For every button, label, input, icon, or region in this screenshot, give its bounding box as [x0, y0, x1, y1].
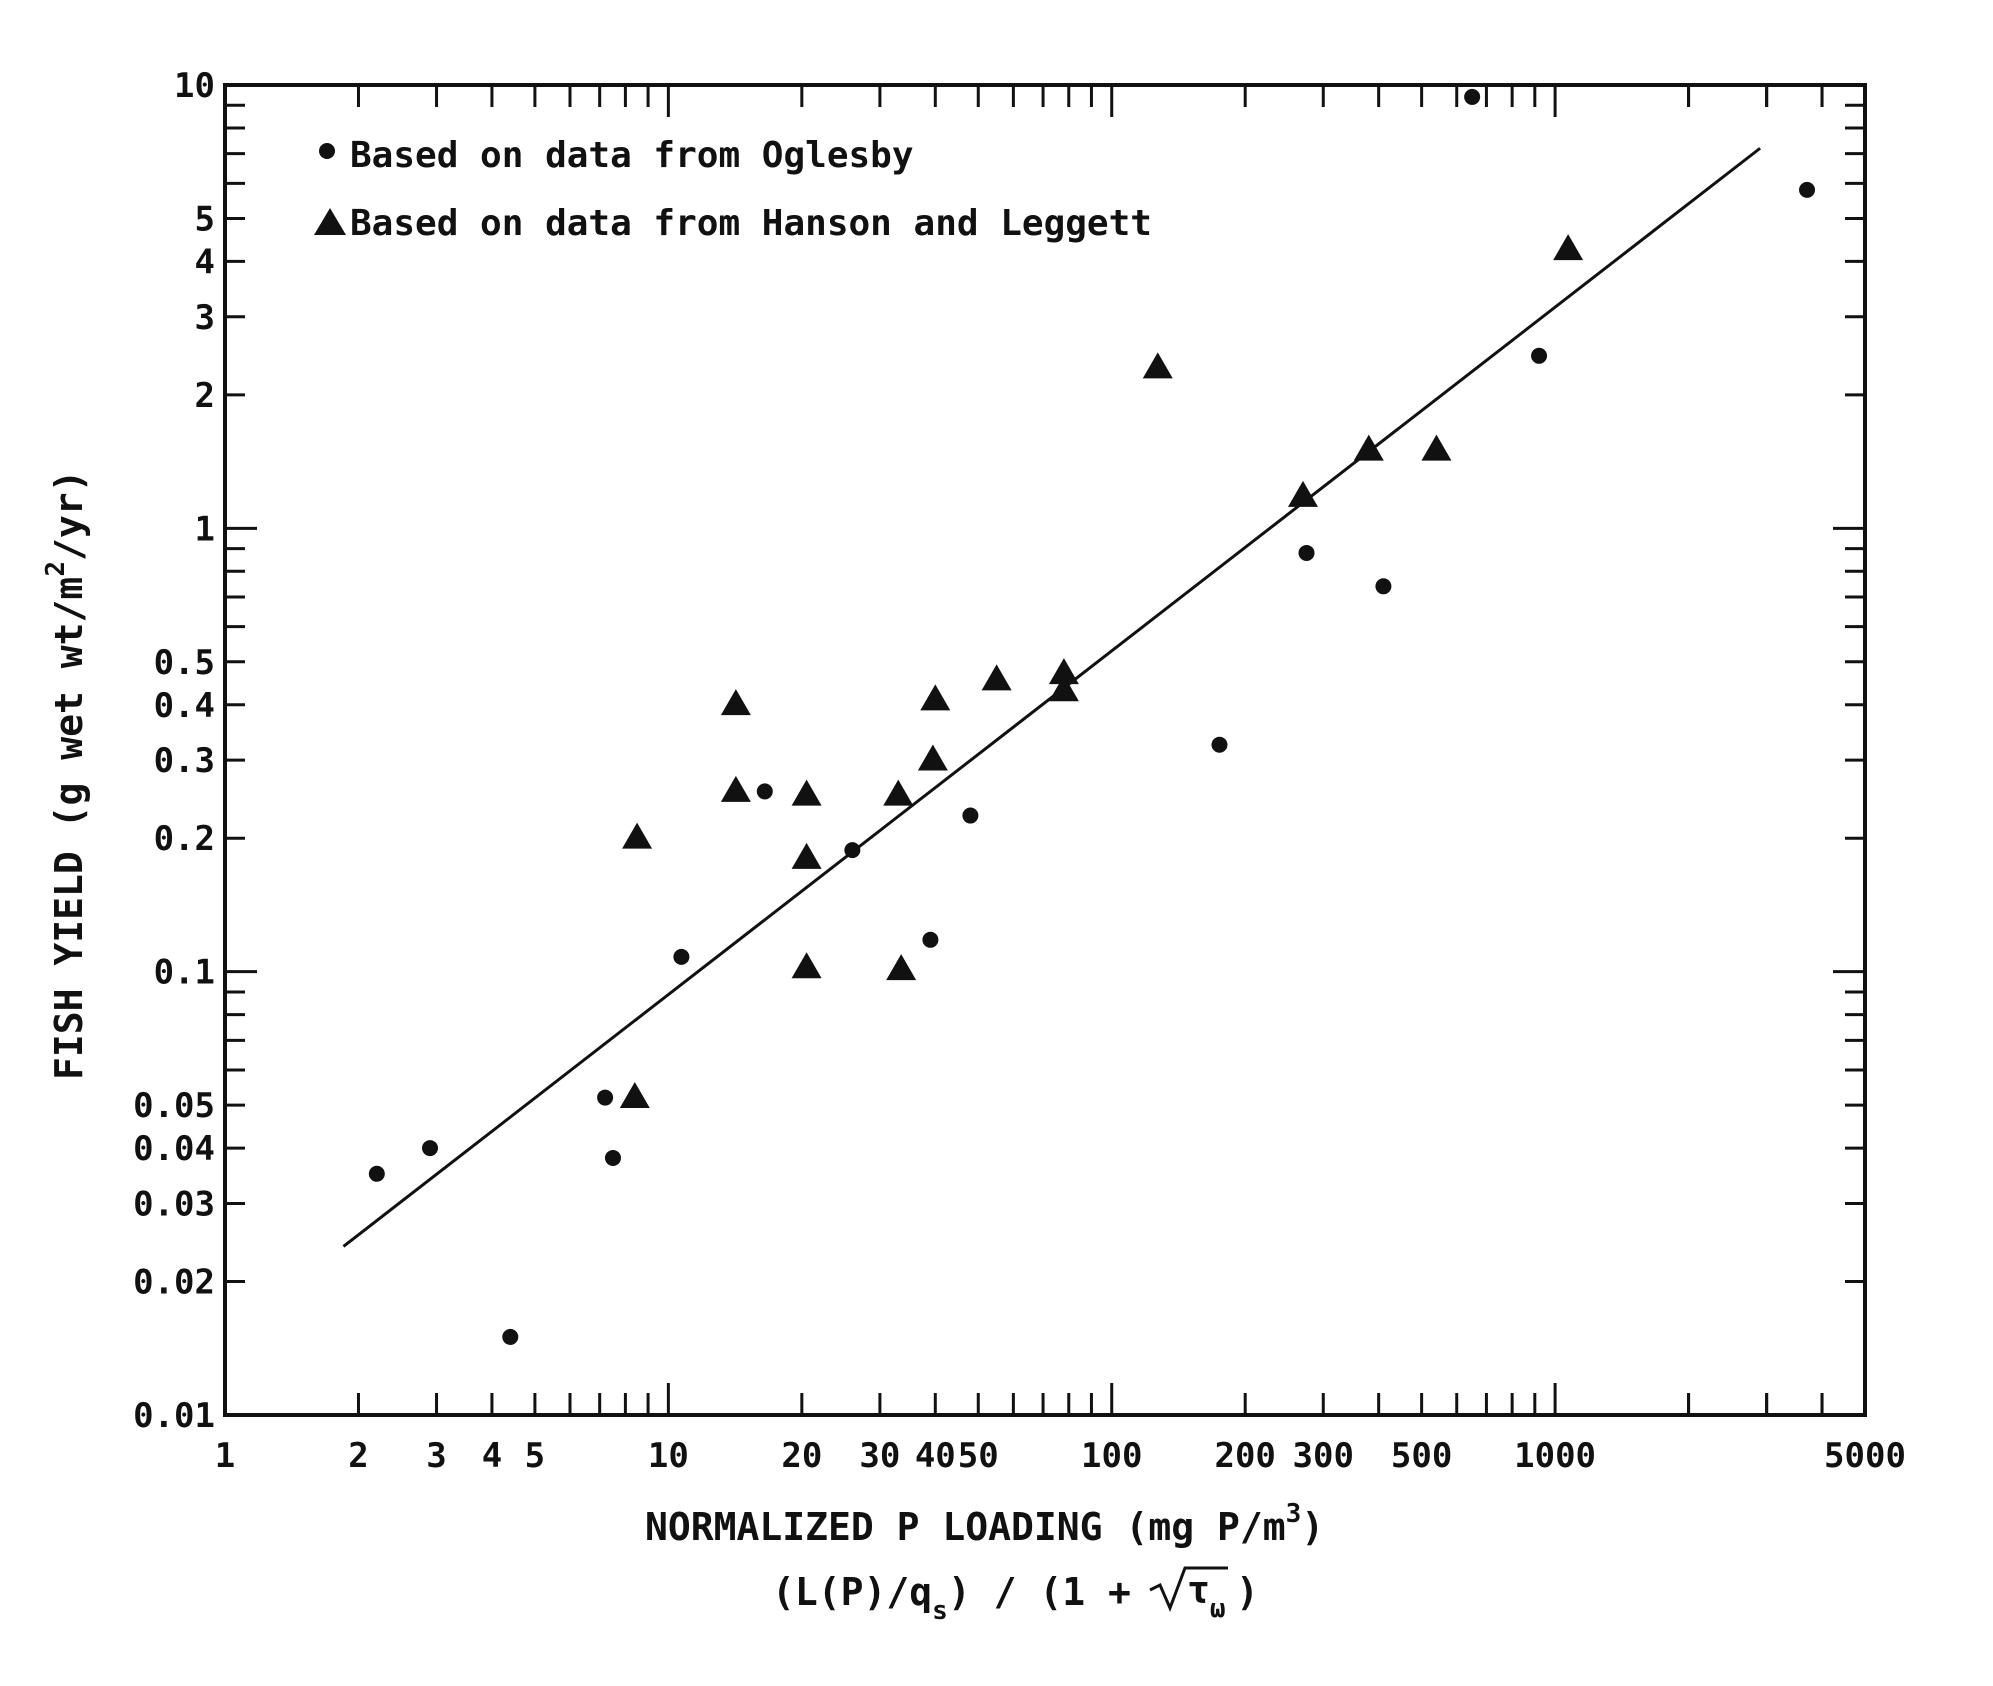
x-tick-label: 3	[426, 1436, 446, 1476]
x-tick-label: 200	[1214, 1436, 1275, 1476]
y-tick-label: 0.03	[133, 1184, 215, 1224]
y-tick-label: 0.02	[133, 1263, 215, 1303]
data-point-oglesby	[962, 807, 979, 824]
x-tick-label: 5000	[1824, 1436, 1906, 1476]
data-point-oglesby	[673, 948, 690, 965]
data-point-hanson-leggett	[791, 779, 822, 806]
data-point-hanson-leggett	[1421, 434, 1452, 461]
x-tick-label: 20	[781, 1436, 822, 1476]
x-axis-title-tau: τω	[1187, 1568, 1226, 1624]
data-point-hanson-leggett	[883, 779, 914, 806]
axis-tick-labels: 1 2 3 4 5 10 20 30 40 50 100 200 300 500 1000 50000.010…	[133, 66, 1906, 1476]
legend-triangle-marker	[314, 208, 346, 235]
data-point-hanson-leggett	[1048, 658, 1079, 685]
data-point-hanson-leggett	[1142, 352, 1173, 379]
data-point-oglesby	[756, 783, 773, 800]
data-point-hanson-leggett	[791, 952, 822, 979]
data-point-hanson-leggett	[619, 1081, 650, 1108]
x-tick-label: 4	[482, 1436, 502, 1476]
data-point-oglesby	[1464, 88, 1481, 105]
data-point-hanson-leggett	[622, 822, 653, 849]
data-point-oglesby	[1211, 736, 1228, 753]
data-point-oglesby	[1375, 578, 1392, 595]
y-tick-label: 0.3	[154, 741, 215, 781]
data-point-hanson-leggett	[1353, 434, 1384, 461]
y-tick-label: 0.4	[154, 686, 215, 726]
x-axis-title-line1: NORMALIZED P LOADING (mg P/m3)	[645, 1499, 1324, 1549]
data-point-oglesby	[604, 1149, 621, 1166]
x-tick-label: 300	[1293, 1436, 1354, 1476]
x-tick-label: 1000	[1514, 1436, 1596, 1476]
legend: Based on data from Oglesby Based on data…	[314, 135, 1152, 244]
legend-label-hanson-leggett: Based on data from Hanson and Leggett	[350, 203, 1152, 244]
y-tick-label: 0.1	[154, 953, 215, 993]
data-point-oglesby	[922, 931, 939, 948]
data-point-hanson-leggett	[791, 842, 822, 869]
data-point-hanson-leggett	[720, 775, 751, 802]
data-point-hanson-leggett	[1553, 234, 1584, 261]
data-point-oglesby	[844, 842, 861, 859]
x-tick-label: 30	[859, 1436, 900, 1476]
y-tick-label: 0.05	[133, 1086, 215, 1126]
x-tick-label: 2	[348, 1436, 368, 1476]
x-tick-label: 40	[915, 1436, 956, 1476]
axis-ticks	[225, 85, 1865, 1415]
x-tick-label: 10	[648, 1436, 689, 1476]
data-points	[368, 88, 1816, 1345]
data-point-oglesby	[502, 1328, 519, 1345]
x-tick-label: 50	[958, 1436, 999, 1476]
plot-frame	[223, 83, 1867, 1417]
data-point-oglesby	[597, 1089, 614, 1106]
y-tick-label: 4	[195, 242, 215, 282]
x-axis-title-line2: (L(P)/qs) / (1 +	[772, 1570, 1131, 1626]
y-tick-label: 0.04	[133, 1129, 215, 1169]
data-point-oglesby	[1298, 544, 1315, 561]
y-tick-label: 2	[195, 376, 215, 416]
data-point-hanson-leggett	[981, 664, 1012, 691]
x-tick-label: 100	[1081, 1436, 1142, 1476]
y-axis-title: FISH YIELD (g wet wt/m2/yr)	[41, 470, 91, 1081]
x-tick-label: 5	[525, 1436, 545, 1476]
data-point-oglesby	[1799, 181, 1816, 198]
data-point-oglesby	[368, 1165, 385, 1182]
data-point-oglesby	[422, 1140, 439, 1157]
y-tick-label: 0.5	[154, 643, 215, 683]
y-tick-label: 3	[195, 298, 215, 338]
x-tick-label: 500	[1391, 1436, 1452, 1476]
data-point-oglesby	[1531, 347, 1548, 364]
x-axis-title: NORMALIZED P LOADING (mg P/m3) (L(P)/qs)…	[645, 1499, 1324, 1626]
y-tick-label: 1	[195, 509, 215, 549]
y-tick-label: 10	[174, 66, 215, 106]
data-point-hanson-leggett	[920, 684, 951, 711]
legend-circle-marker	[319, 143, 335, 159]
x-axis-title-line2-close: )	[1236, 1570, 1259, 1614]
data-point-hanson-leggett	[1048, 675, 1079, 702]
legend-label-oglesby: Based on data from Oglesby	[350, 135, 914, 176]
sqrt-symbol	[1149, 1566, 1228, 1612]
x-tick-label: 1	[215, 1436, 235, 1476]
data-point-hanson-leggett	[720, 689, 751, 716]
data-point-hanson-leggett	[917, 744, 948, 771]
y-tick-label: 0.2	[154, 819, 215, 859]
data-point-hanson-leggett	[886, 954, 917, 981]
data-point-hanson-leggett	[1287, 480, 1318, 507]
y-tick-label: 0.01	[133, 1396, 215, 1436]
y-tick-label: 5	[195, 199, 215, 239]
